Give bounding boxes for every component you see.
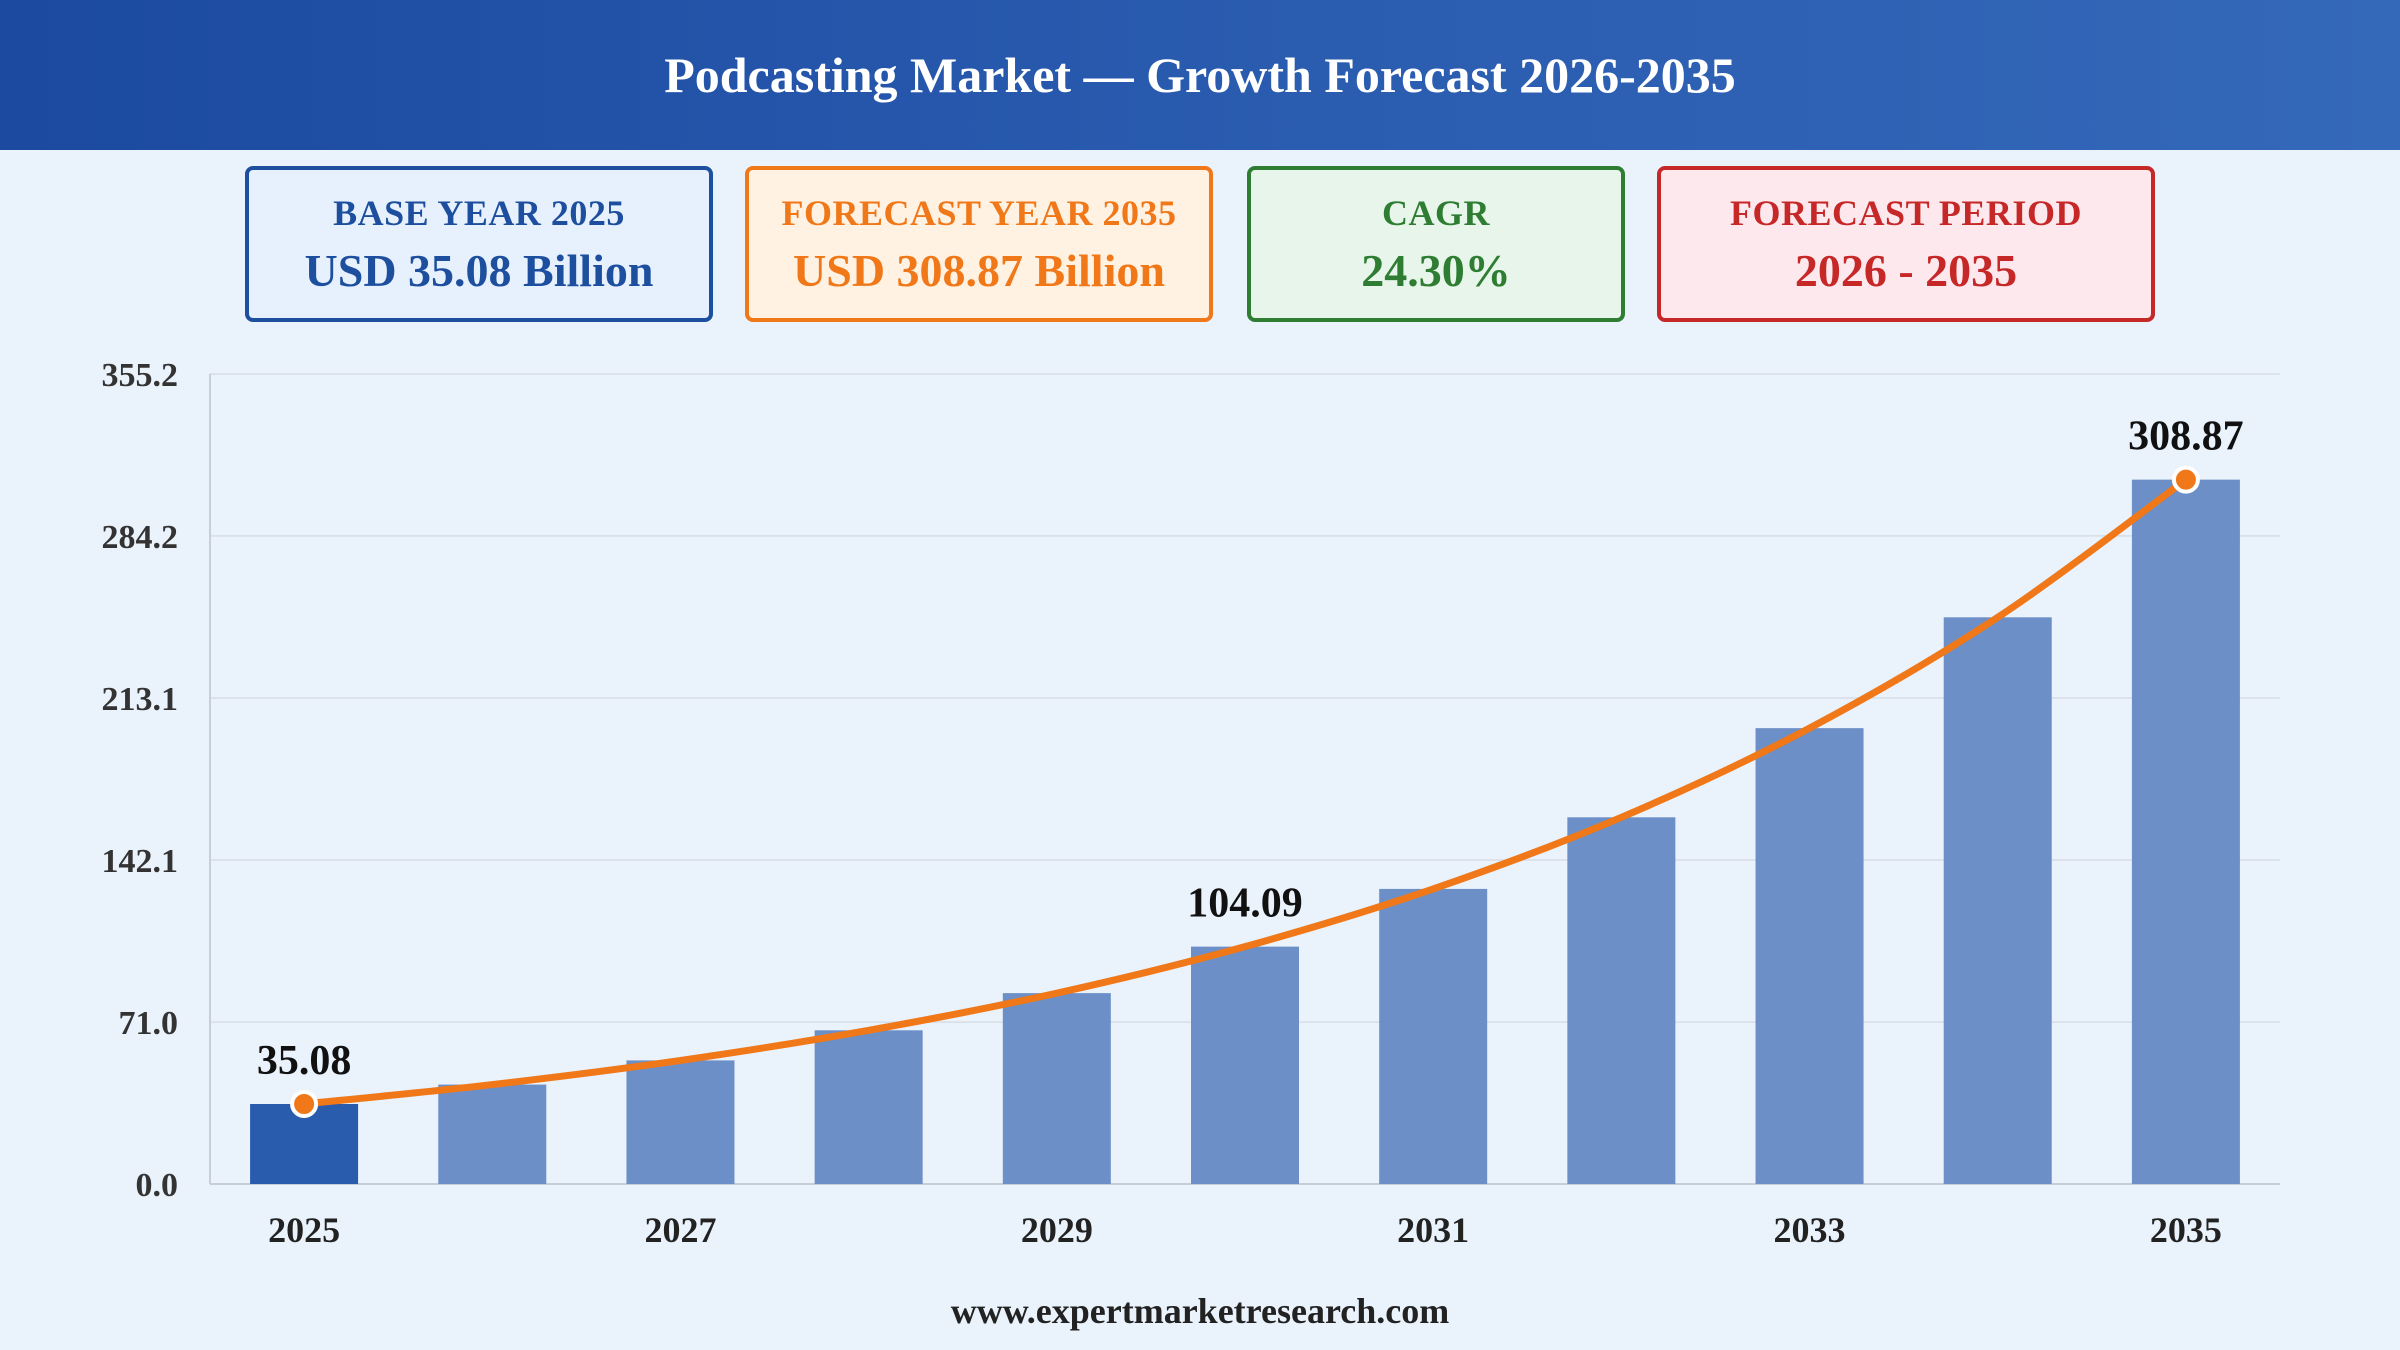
- y-tick-label: 142.1: [102, 843, 179, 880]
- chart-title: Podcasting Market — Growth Forecast 2026…: [664, 47, 1736, 103]
- forecast-period-card: FORECAST PERIOD 2026 - 2035: [1657, 166, 2155, 322]
- x-tick-label: 2027: [644, 1210, 716, 1250]
- y-tick-label: 355.2: [102, 357, 179, 394]
- marker-2035: [2171, 465, 2200, 494]
- bar-2028: [814, 1030, 923, 1184]
- forecast-year-value: USD 308.87 Billion: [793, 244, 1165, 296]
- forecast-period-value: 2026 - 2035: [1794, 244, 2018, 296]
- x-tick-label: 2025: [268, 1210, 340, 1250]
- bar-2026: [438, 1084, 547, 1184]
- x-tick-label: 2035: [2150, 1210, 2222, 1250]
- y-tick-label: 0.0: [136, 1167, 179, 1204]
- header-banner: Podcasting Market — Growth Forecast 2026…: [0, 0, 2400, 150]
- x-tick-label: 2033: [1774, 1210, 1846, 1250]
- cagr-card: CAGR 24.30%: [1247, 166, 1625, 322]
- bar-2031: [1379, 888, 1488, 1184]
- base-year-card: BASE YEAR 2025 USD 35.08 Billion: [245, 166, 713, 322]
- source-url: www.expertmarketresearch.com: [950, 1291, 1450, 1331]
- trend-line: [300, 476, 2190, 1108]
- y-tick-label: 71.0: [119, 1005, 179, 1042]
- base-year-label: BASE YEAR 2025: [333, 192, 625, 233]
- cagr-label: CAGR: [1382, 192, 1490, 233]
- y-tick-label: 213.1: [102, 681, 179, 718]
- bar-2032: [1567, 817, 1676, 1184]
- cagr-value: 24.30%: [1361, 244, 1511, 296]
- bar-2033: [1755, 728, 1864, 1184]
- base-year-value: USD 35.08 Billion: [304, 244, 654, 296]
- bar-2030: [1191, 946, 1299, 1184]
- forecast-year-card: FORECAST YEAR 2035 USD 308.87 Billion: [745, 166, 1213, 322]
- x-tick-label: 2029: [1021, 1210, 1093, 1250]
- bar-2027: [626, 1060, 735, 1184]
- bar-2035: [2131, 479, 2240, 1184]
- x-tick-label: 2031: [1397, 1210, 1469, 1250]
- y-tick-label: 284.2: [102, 519, 179, 556]
- data-label-2025: 35.08: [257, 1038, 352, 1084]
- bar-2034: [1943, 617, 2052, 1184]
- forecast-year-label: FORECAST YEAR 2035: [781, 192, 1177, 233]
- forecast-period-label: FORECAST PERIOD: [1730, 192, 2082, 233]
- bar-2029: [1002, 993, 1111, 1184]
- marker-2025: [290, 1090, 319, 1119]
- data-label-2035: 308.87: [2128, 414, 2244, 460]
- data-label-2030: 104.09: [1187, 881, 1303, 927]
